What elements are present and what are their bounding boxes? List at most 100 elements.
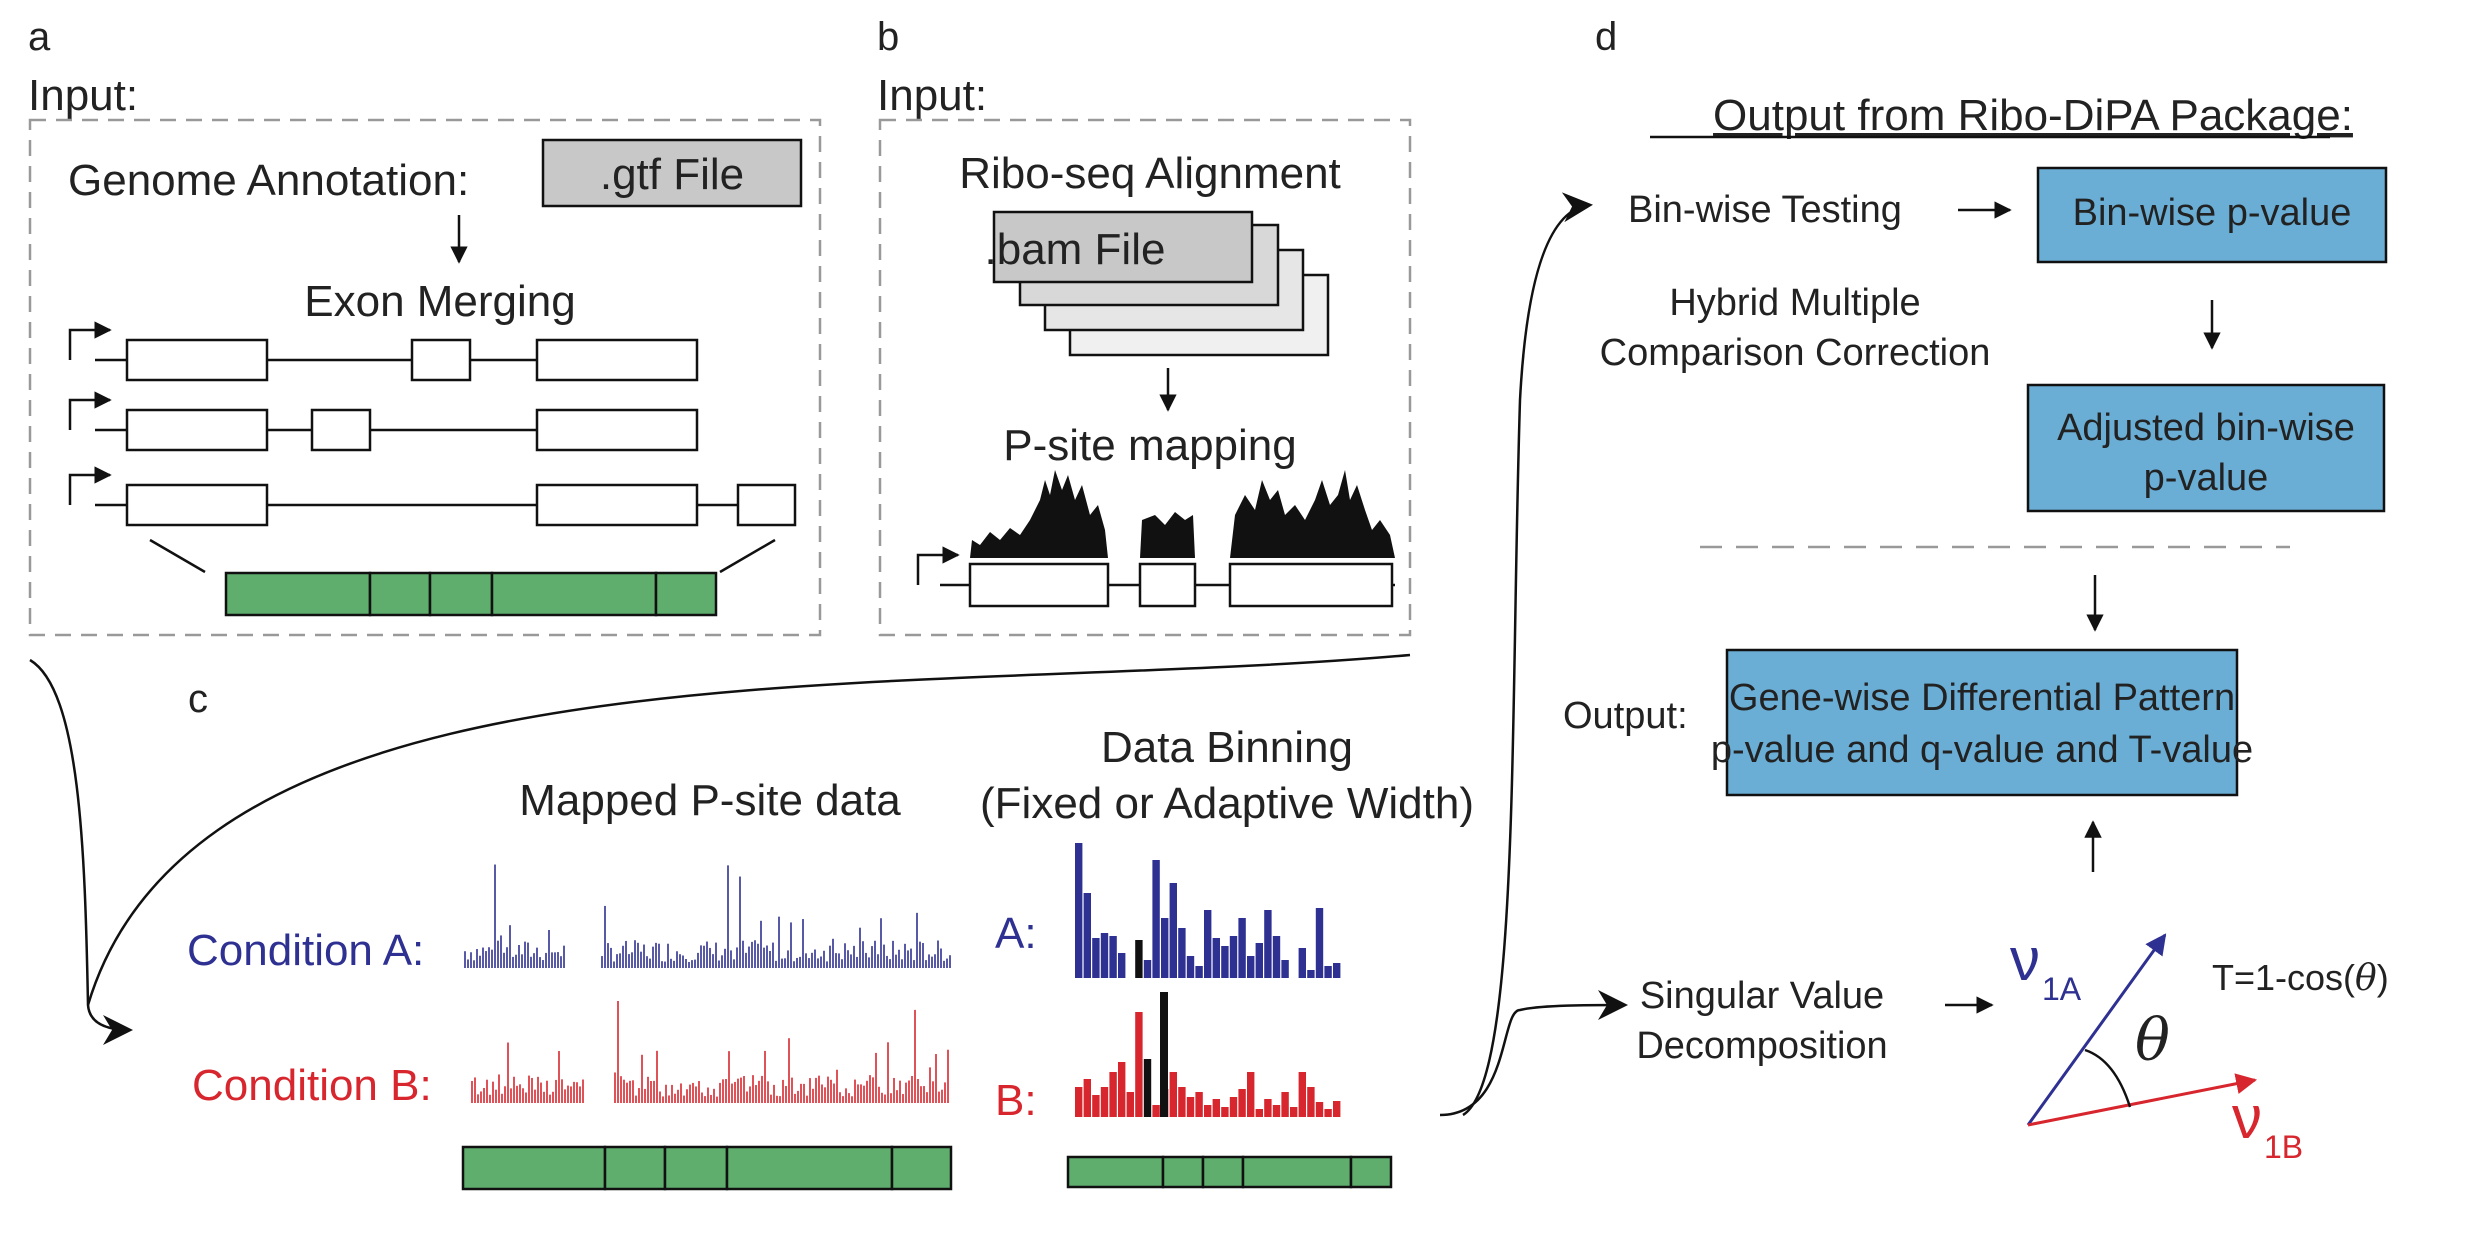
bam-file-label: .bam File — [985, 225, 1166, 274]
bin-wise-p-value-label: Bin-wise p-value — [2073, 192, 2352, 234]
bin-bar — [1109, 936, 1117, 978]
bin-bar — [1152, 1105, 1160, 1117]
bin-bar — [1204, 1105, 1212, 1117]
bin-wise-testing-label: Bin-wise Testing — [1628, 189, 1902, 231]
p-site-mapping-label: P-site mapping — [1003, 421, 1296, 470]
vector-1a-symbol: ν — [2010, 926, 2040, 993]
bin-bar — [1135, 940, 1143, 978]
vector-1b-symbol: ν — [2232, 1084, 2262, 1151]
bin-bar — [1298, 1072, 1306, 1117]
bin-bar — [1290, 1107, 1298, 1117]
bin-bar — [1238, 918, 1246, 978]
bin-bar — [1143, 960, 1152, 978]
transcript-3 — [68, 466, 797, 527]
bam-file-stack — [992, 210, 1330, 357]
tss-arrow-icon — [916, 546, 960, 585]
bin-bar — [1229, 1097, 1238, 1117]
svd-label-line1: Singular Value — [1640, 975, 1884, 1017]
bin-bar — [1264, 910, 1272, 978]
gene-wise-output-box — [1725, 648, 2239, 797]
bin-bar — [1324, 966, 1332, 978]
gtf-file-label: .gtf File — [600, 150, 744, 199]
bin-bar — [1186, 956, 1195, 978]
panel-d: d Output from Ribo-DiPA Package: Bin-wis… — [1563, 15, 2389, 1165]
output-label: Output: — [1563, 695, 1688, 737]
bin-bar — [1169, 1072, 1177, 1117]
svd-label-line2: Decomposition — [1636, 1025, 1887, 1067]
bin-bar — [1315, 908, 1324, 978]
bin-bar — [1143, 1059, 1152, 1117]
bin-bar — [1281, 960, 1289, 978]
adjusted-p-value-line2: p-value — [2144, 457, 2269, 499]
theta-symbol: θ — [2135, 1006, 2170, 1074]
binned-counts-condition-b — [1075, 992, 1341, 1117]
binned-b-label: B: — [995, 1076, 1037, 1125]
merged-gene-model — [916, 546, 1395, 608]
bin-bar — [1118, 1062, 1126, 1117]
condition-b-label: Condition B: — [192, 1061, 432, 1110]
p-site-signal-condition-b — [471, 1000, 949, 1103]
bin-bar — [1152, 860, 1160, 978]
exon — [125, 483, 269, 527]
panel-b: b Input: Ribo-seq Alignment .bam File P-… — [877, 15, 1412, 637]
bin-bar — [1229, 936, 1238, 978]
mapped-p-site-title: Mapped P-site data — [519, 776, 901, 825]
tss-arrow-icon — [68, 391, 112, 430]
p-site-coverage-profile — [970, 470, 1395, 558]
data-binning-subtitle: (Fixed or Adaptive Width) — [980, 779, 1474, 828]
binned-counts-condition-a — [1075, 843, 1341, 978]
panel-b-input-frame — [878, 118, 1412, 637]
bin-bar — [1100, 933, 1109, 978]
bin-bar — [1092, 1095, 1100, 1117]
genome-annotation-label: Genome Annotation: — [68, 156, 469, 205]
bin-bar — [1075, 843, 1083, 978]
gene-wise-output-line2: p-value and q-value and T-value — [1711, 729, 2253, 771]
bin-bar — [1083, 893, 1091, 978]
bin-bar — [1195, 1092, 1203, 1117]
transcript-2 — [68, 391, 699, 452]
gtf-file-box — [541, 138, 803, 208]
bin-bar — [1161, 918, 1169, 978]
bin-bar — [1307, 970, 1315, 978]
bin-bar — [1221, 1107, 1229, 1117]
bin-bar — [1324, 1109, 1332, 1117]
panel-d-letter: d — [1595, 15, 1617, 59]
bin-bar — [1109, 1072, 1117, 1117]
exon — [125, 408, 269, 452]
bin-bar — [1212, 938, 1220, 978]
transcript-1 — [68, 321, 699, 382]
exon — [310, 408, 372, 452]
adjusted-p-value-line1: Adjusted bin-wise — [2057, 407, 2355, 449]
bin-bar — [1247, 1072, 1255, 1117]
bin-bar — [1255, 1109, 1263, 1117]
exon — [125, 338, 269, 382]
panel-a-input-label: Input: — [28, 71, 138, 120]
data-binning-title: Data Binning — [1101, 723, 1353, 772]
mapped-merged-exon-bar — [461, 1145, 953, 1191]
bin-bar — [1126, 1092, 1134, 1117]
condition-a-label: Condition A: — [187, 926, 424, 975]
gene-wise-output-line1: Gene-wise Differential Pattern — [1729, 677, 2235, 719]
bin-bar — [1083, 1079, 1091, 1117]
bin-bar — [1195, 966, 1203, 978]
angle-arc — [2084, 1048, 2132, 1108]
panel-a-letter: a — [28, 15, 51, 59]
bin-bar — [1221, 946, 1229, 978]
bin-bar — [1272, 936, 1281, 978]
exon — [535, 408, 699, 452]
exon — [535, 338, 699, 382]
panel-b-letter: b — [877, 15, 899, 59]
bin-bar — [1118, 953, 1126, 978]
exon-merging-label: Exon Merging — [304, 277, 575, 326]
exon — [535, 483, 699, 527]
panel-c-to-binwise-connector — [1462, 192, 1593, 1117]
binned-merged-exon-bar — [1066, 1155, 1393, 1189]
bin-bar — [1247, 956, 1255, 978]
bin-bar — [1264, 1099, 1272, 1117]
bin-bar — [1075, 1087, 1083, 1117]
merged-exon-bar — [224, 571, 718, 617]
panel-b-input-label: Input: — [877, 71, 987, 120]
vector-1b-arrow — [2027, 1073, 2258, 1127]
bin-bar — [1204, 910, 1212, 978]
